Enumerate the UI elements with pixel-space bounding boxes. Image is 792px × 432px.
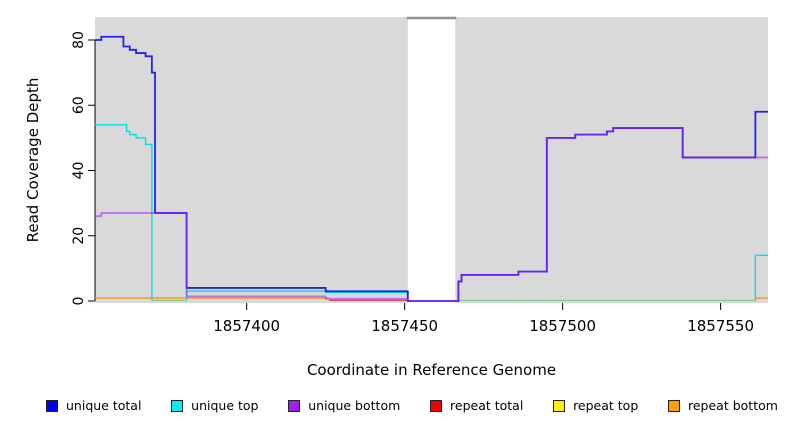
y-axis-label: Read Coverage Depth (24, 77, 42, 243)
series-unique-bottom (95, 127, 768, 302)
legend-label: unique top (191, 398, 259, 413)
legend-label: unique bottom (308, 398, 401, 413)
y-tick-label: 80 (71, 31, 87, 49)
repeat-top-swatch-icon (553, 399, 566, 412)
legend-label: repeat total (450, 398, 524, 413)
series-unique-top (95, 124, 153, 301)
legend-item-repeat-top: repeat top (553, 398, 638, 413)
unique-top-swatch-icon (171, 399, 184, 412)
legend-item-unique-top: unique top (171, 398, 258, 413)
coverage-gap-band (407, 19, 456, 303)
legend-item-unique-total: unique total (46, 398, 141, 413)
legend-item-repeat-bottom: repeat bottom (668, 398, 778, 413)
legend-label: repeat top (573, 398, 639, 413)
series-unique-top (754, 254, 768, 301)
x-tick-label: 1857400 (213, 317, 280, 335)
y-tick-label: 20 (71, 227, 87, 245)
y-tick-label: 40 (71, 162, 87, 180)
repeat-total-swatch-icon (430, 399, 443, 412)
legend-item-unique-bottom: unique bottom (288, 398, 400, 413)
x-tick-label: 1857450 (371, 317, 438, 335)
legend-item-repeat-total: repeat total (430, 398, 523, 413)
x-tick-label: 1857550 (687, 317, 754, 335)
legend-label: unique total (66, 398, 142, 413)
x-tick-label: 1857500 (529, 317, 596, 335)
unique-bottom-swatch-icon (288, 399, 301, 412)
x-axis-label: Coordinate in Reference Genome (306, 361, 557, 379)
unique-total-swatch-icon (46, 399, 58, 412)
y-tick-label: 60 (71, 96, 87, 114)
y-tick-label: 0 (71, 297, 87, 306)
legend: unique total unique top unique bottom repea… (46, 398, 778, 413)
repeat-bottom-swatch-icon (668, 399, 680, 412)
legend-label: repeat bottom (688, 398, 778, 413)
